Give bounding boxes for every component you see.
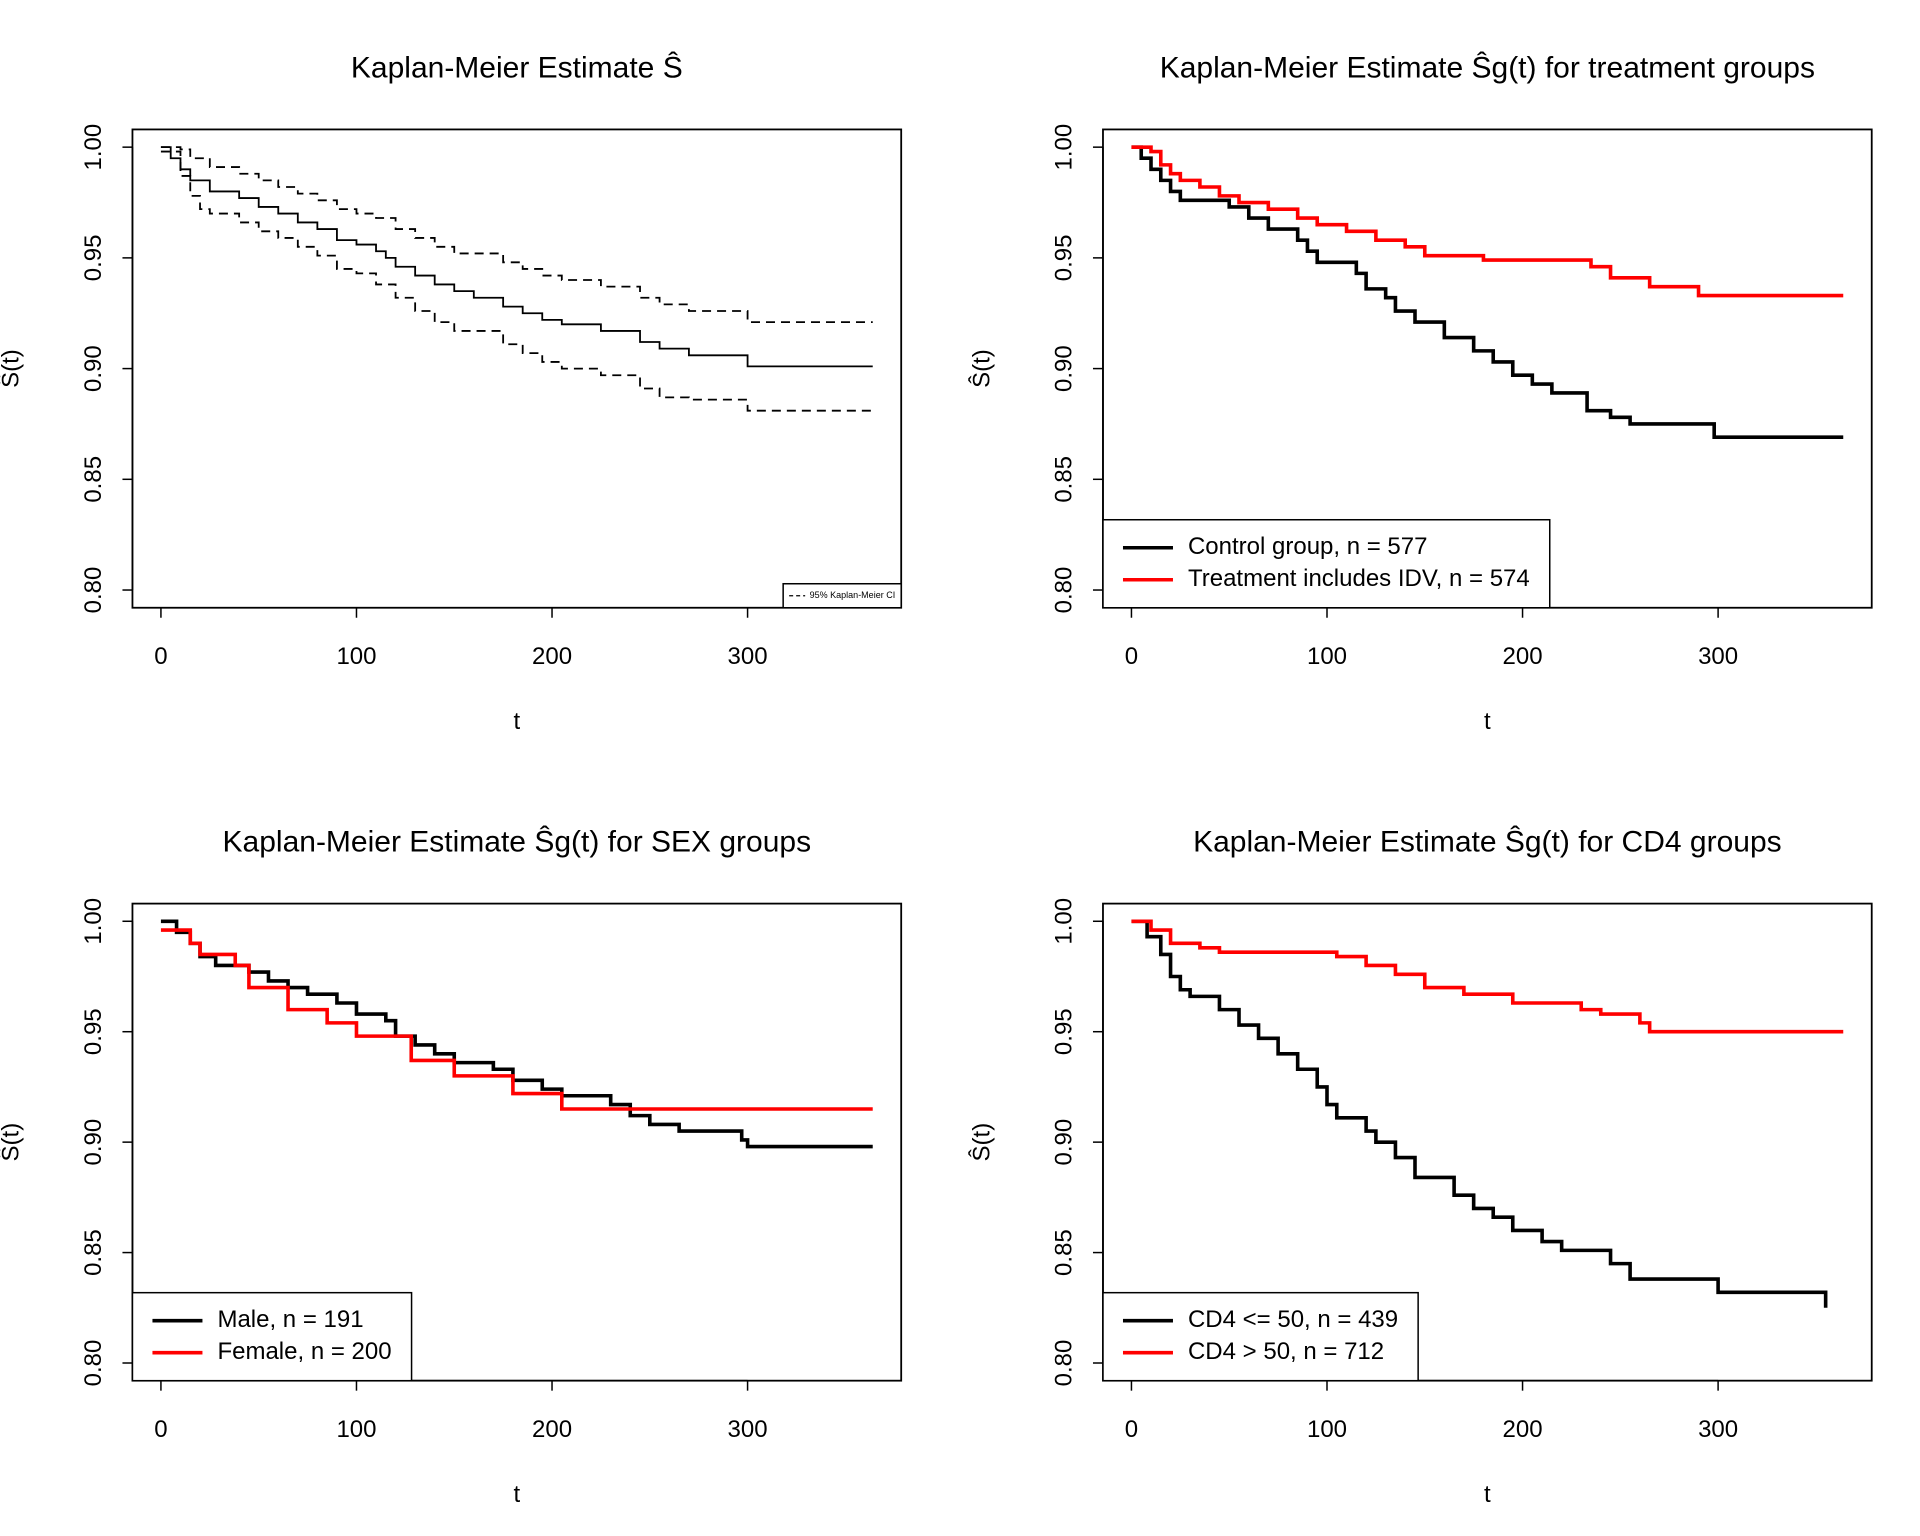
legend-label: Female, n = 200 xyxy=(217,1338,391,1365)
legend-box xyxy=(1102,1291,1419,1382)
legend-label: Control group, n = 577 xyxy=(1188,533,1428,560)
x-tick-label: 200 xyxy=(532,1416,572,1443)
y-tick-label: 0.80 xyxy=(1050,567,1077,614)
y-tick-label: 0.80 xyxy=(80,1340,107,1387)
legend-label: CD4 <= 50, n = 439 xyxy=(1188,1306,1398,1333)
y-tick-label: 0.90 xyxy=(1050,345,1077,392)
x-axis-label: t xyxy=(513,708,520,735)
y-tick-label: 0.95 xyxy=(1050,235,1077,282)
y-tick-label: 0.80 xyxy=(80,567,107,614)
survival-curve xyxy=(160,146,873,323)
legend: Male, n = 191 Female, n = 200 xyxy=(131,1291,413,1382)
survival-curve xyxy=(1131,919,1844,1034)
survival-curve xyxy=(160,150,873,412)
chart-panel: Kaplan-Meier Estimate Ŝ 0.80 0.85 0.90 0.95 1… xyxy=(0,50,903,735)
plot-frame xyxy=(131,128,903,609)
x-tick-label: 300 xyxy=(728,643,768,670)
legend-box xyxy=(1102,518,1551,609)
y-tick-label: 1.00 xyxy=(1050,124,1077,171)
y-axis-label: Ŝ(t) xyxy=(0,349,24,388)
x-tick-label: 200 xyxy=(532,643,572,670)
x-tick-label: 100 xyxy=(336,1416,376,1443)
y-tick-label: 0.90 xyxy=(80,1119,107,1166)
chart-panel: Kaplan-Meier Estimate Ŝg(t) for SEX grou… xyxy=(0,825,903,1508)
chart-title: Kaplan-Meier Estimate Ŝg(t) for CD4 grou… xyxy=(1193,825,1782,859)
survival-curve xyxy=(160,146,873,368)
x-axis-label: t xyxy=(1484,708,1491,735)
x-tick-label: 0 xyxy=(1125,643,1138,670)
y-tick-label: 0.90 xyxy=(80,345,107,392)
survival-curve xyxy=(1131,145,1844,440)
chart-title: Kaplan-Meier Estimate Ŝg(t) for treatmen… xyxy=(1160,50,1815,84)
survival-curve xyxy=(160,919,873,1149)
legend-label: Treatment includes IDV, n = 574 xyxy=(1188,565,1530,592)
y-tick-label: 0.85 xyxy=(1050,1229,1077,1276)
y-axis-label: Ŝ(t) xyxy=(967,1123,995,1162)
y-tick-label: 0.95 xyxy=(80,235,107,282)
y-tick-label: 0.85 xyxy=(80,1229,107,1276)
y-tick-label: 0.95 xyxy=(80,1008,107,1055)
x-tick-label: 100 xyxy=(1307,643,1347,670)
y-tick-label: 1.00 xyxy=(80,898,107,945)
y-axis-label: Ŝ(t) xyxy=(0,1123,24,1162)
chart-title: Kaplan-Meier Estimate Ŝ xyxy=(351,50,683,84)
survival-curve xyxy=(1131,919,1828,1308)
legend-label: 95% Kaplan-Meier CI xyxy=(810,590,896,600)
legend-label: Male, n = 191 xyxy=(217,1306,363,1333)
x-tick-label: 0 xyxy=(1125,1416,1138,1443)
x-tick-label: 300 xyxy=(1698,643,1738,670)
legend: CD4 <= 50, n = 439 CD4 > 50, n = 712 xyxy=(1102,1291,1419,1382)
x-tick-label: 200 xyxy=(1503,643,1543,670)
x-tick-label: 100 xyxy=(336,643,376,670)
x-tick-label: 300 xyxy=(728,1416,768,1443)
y-tick-label: 1.00 xyxy=(80,124,107,171)
x-tick-label: 300 xyxy=(1698,1416,1738,1443)
x-tick-label: 100 xyxy=(1307,1416,1347,1443)
x-tick-label: 200 xyxy=(1503,1416,1543,1443)
x-axis-label: t xyxy=(513,1481,520,1508)
y-tick-label: 1.00 xyxy=(1050,898,1077,945)
y-tick-label: 0.90 xyxy=(1050,1119,1077,1166)
survival-curve xyxy=(160,928,873,1111)
y-tick-label: 0.95 xyxy=(1050,1008,1077,1055)
legend-label: CD4 > 50, n = 712 xyxy=(1188,1338,1384,1365)
y-tick-label: 0.85 xyxy=(1050,456,1077,503)
x-tick-label: 0 xyxy=(154,643,167,670)
y-tick-label: 0.85 xyxy=(80,456,107,503)
chart-title: Kaplan-Meier Estimate Ŝg(t) for SEX grou… xyxy=(223,825,812,859)
y-tick-label: 0.80 xyxy=(1050,1340,1077,1387)
x-axis-label: t xyxy=(1484,1481,1491,1508)
legend-box xyxy=(131,1291,413,1382)
y-axis-label: Ŝ(t) xyxy=(967,349,995,388)
legend-box xyxy=(782,582,902,609)
chart-panel: Kaplan-Meier Estimate Ŝg(t) for CD4 grou… xyxy=(967,825,1873,1508)
chart-panel: Kaplan-Meier Estimate Ŝg(t) for treatmen… xyxy=(967,50,1873,735)
x-tick-label: 0 xyxy=(154,1416,167,1443)
legend: 95% Kaplan-Meier CI xyxy=(782,582,902,609)
survival-curve xyxy=(1131,145,1844,298)
legend: Control group, n = 577 Treatment includes… xyxy=(1102,518,1551,609)
